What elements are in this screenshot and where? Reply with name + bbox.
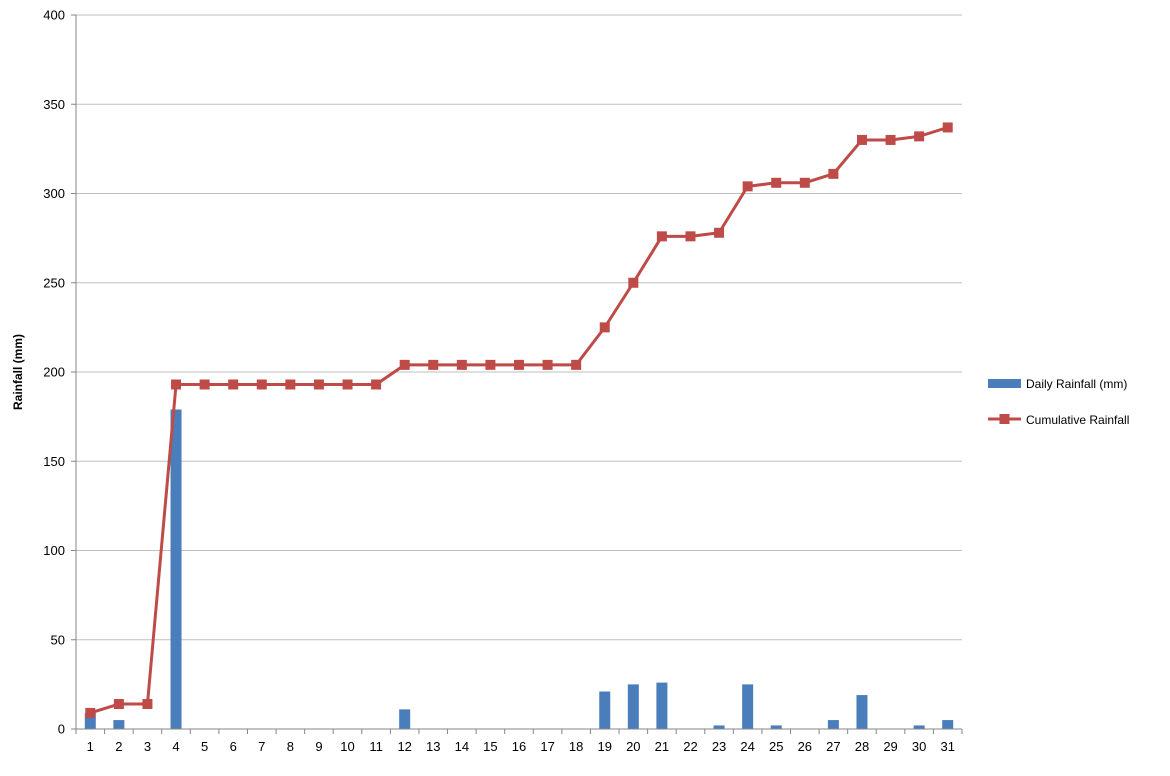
daily-rainfall-bar [713,725,725,729]
gridlines [76,14,962,641]
daily-rainfall-bar [770,725,782,729]
cumulative-rainfall-marker [171,379,182,390]
x-tick-label: 19 [598,739,612,754]
cumulative-rainfall-marker [485,359,496,370]
x-tick-label: 11 [369,739,383,754]
daily-rainfall-bar [84,712,96,729]
x-tick-label: 15 [483,739,497,754]
cumulative-rainfall-marker [885,134,896,145]
cumulative-rainfall-marker [456,359,467,370]
x-tick-label: 10 [340,739,354,754]
x-tick-label: 18 [569,739,583,754]
cumulative-rainfall-marker [771,177,782,188]
cumulative-rainfall-marker [342,379,353,390]
cumulative-rainfall-marker [142,699,153,710]
cumulative-rainfall-marker [685,231,696,242]
x-tick-label: 7 [258,739,265,754]
x-tick-label: 8 [287,739,294,754]
cumulative-rainfall-marker [399,359,410,370]
cumulative-rainfall-marker [113,699,124,710]
y-tick-label: 0 [58,722,65,737]
x-tick-label: 23 [712,739,726,754]
daily-rainfall-bar [399,709,411,729]
y-tick-label: 50 [51,632,65,647]
y-axis-title: Rainfall (mm) [11,334,25,410]
x-tick-label: 13 [426,739,440,754]
x-tick-label: 29 [883,739,897,754]
cumulative-rainfall-marker [856,134,867,145]
cumulative-rainfall-marker [85,707,96,718]
daily-rainfall-bar [942,720,954,729]
cumulative-rainfall-marker [571,359,582,370]
y-tick-label: 250 [43,275,65,290]
line-series [85,122,953,718]
cumulative-rainfall-line [89,126,949,715]
cumulative-rainfall-marker [313,379,324,390]
x-tick-label: 3 [144,739,151,754]
daily-rainfall-bar [913,725,925,729]
y-tick-label: 400 [43,8,65,23]
cumulative-rainfall-marker [256,379,267,390]
y-tick-label: 300 [43,186,65,201]
cumulative-rainfall-marker [914,131,925,142]
x-tick-label: 1 [87,739,94,754]
cumulative-rainfall-marker [742,181,753,192]
daily-rainfall-bar [599,691,611,729]
cumulative-rainfall-marker [285,379,296,390]
legend-label-cumulative: Cumulative Rainfall [1026,413,1129,427]
legend: Daily Rainfall (mm) Cumulative Rainfall [988,377,1129,427]
cumulative-rainfall-marker [828,168,839,179]
x-tick-label: 5 [201,739,208,754]
legend-swatch-cumulative-marker [999,414,1010,424]
y-tick-label: 200 [43,365,65,380]
cumulative-rainfall-marker [514,359,524,370]
daily-rainfall-bar [656,682,668,729]
cumulative-rainfall-marker [628,277,639,288]
daily-rainfall-bar [170,409,182,729]
daily-rainfall-bar [856,695,868,729]
y-tick-label: 150 [43,454,65,469]
cumulative-rainfall-marker [714,227,725,238]
cumulative-rainfall-marker [799,177,810,188]
x-tick-label: 21 [655,739,669,754]
x-tick-label: 27 [826,739,840,754]
daily-rainfall-bar [827,720,839,729]
daily-rainfall-bar [113,720,125,729]
cumulative-rainfall-marker [942,122,953,133]
x-tick-label: 2 [115,739,122,754]
cumulative-rainfall-marker [542,359,553,370]
x-tick-label: 25 [769,739,783,754]
x-tick-label: 17 [540,739,554,754]
x-tick-label: 28 [855,739,869,754]
x-tick-label: 24 [740,739,754,754]
bar-series [84,409,954,729]
x-tick-label: 4 [172,739,179,754]
x-tick-label: 12 [397,739,411,754]
daily-rainfall-bar [627,684,639,729]
legend-swatch-daily [988,379,1021,388]
x-tick-label: 20 [626,739,640,754]
y-tick-label: 350 [43,97,65,112]
x-tick-label: 6 [230,739,237,754]
x-tick-label: 16 [512,739,526,754]
x-tick-label: 30 [912,739,926,754]
cumulative-rainfall-marker [199,379,210,390]
cumulative-rainfall-marker [656,231,667,242]
legend-label-daily: Daily Rainfall (mm) [1026,377,1127,391]
y-tick-label: 100 [43,543,65,558]
x-tick-label: 9 [315,739,322,754]
daily-rainfall-bar [742,684,754,729]
cumulative-rainfall-marker [228,379,239,390]
cumulative-rainfall-marker [371,379,382,390]
cumulative-rainfall-marker [428,359,439,370]
x-tick-label: 14 [455,739,469,754]
x-tick-label: 26 [798,739,812,754]
x-tick-label: 31 [940,739,954,754]
cumulative-rainfall-marker [599,322,610,333]
x-tick-label: 22 [683,739,697,754]
